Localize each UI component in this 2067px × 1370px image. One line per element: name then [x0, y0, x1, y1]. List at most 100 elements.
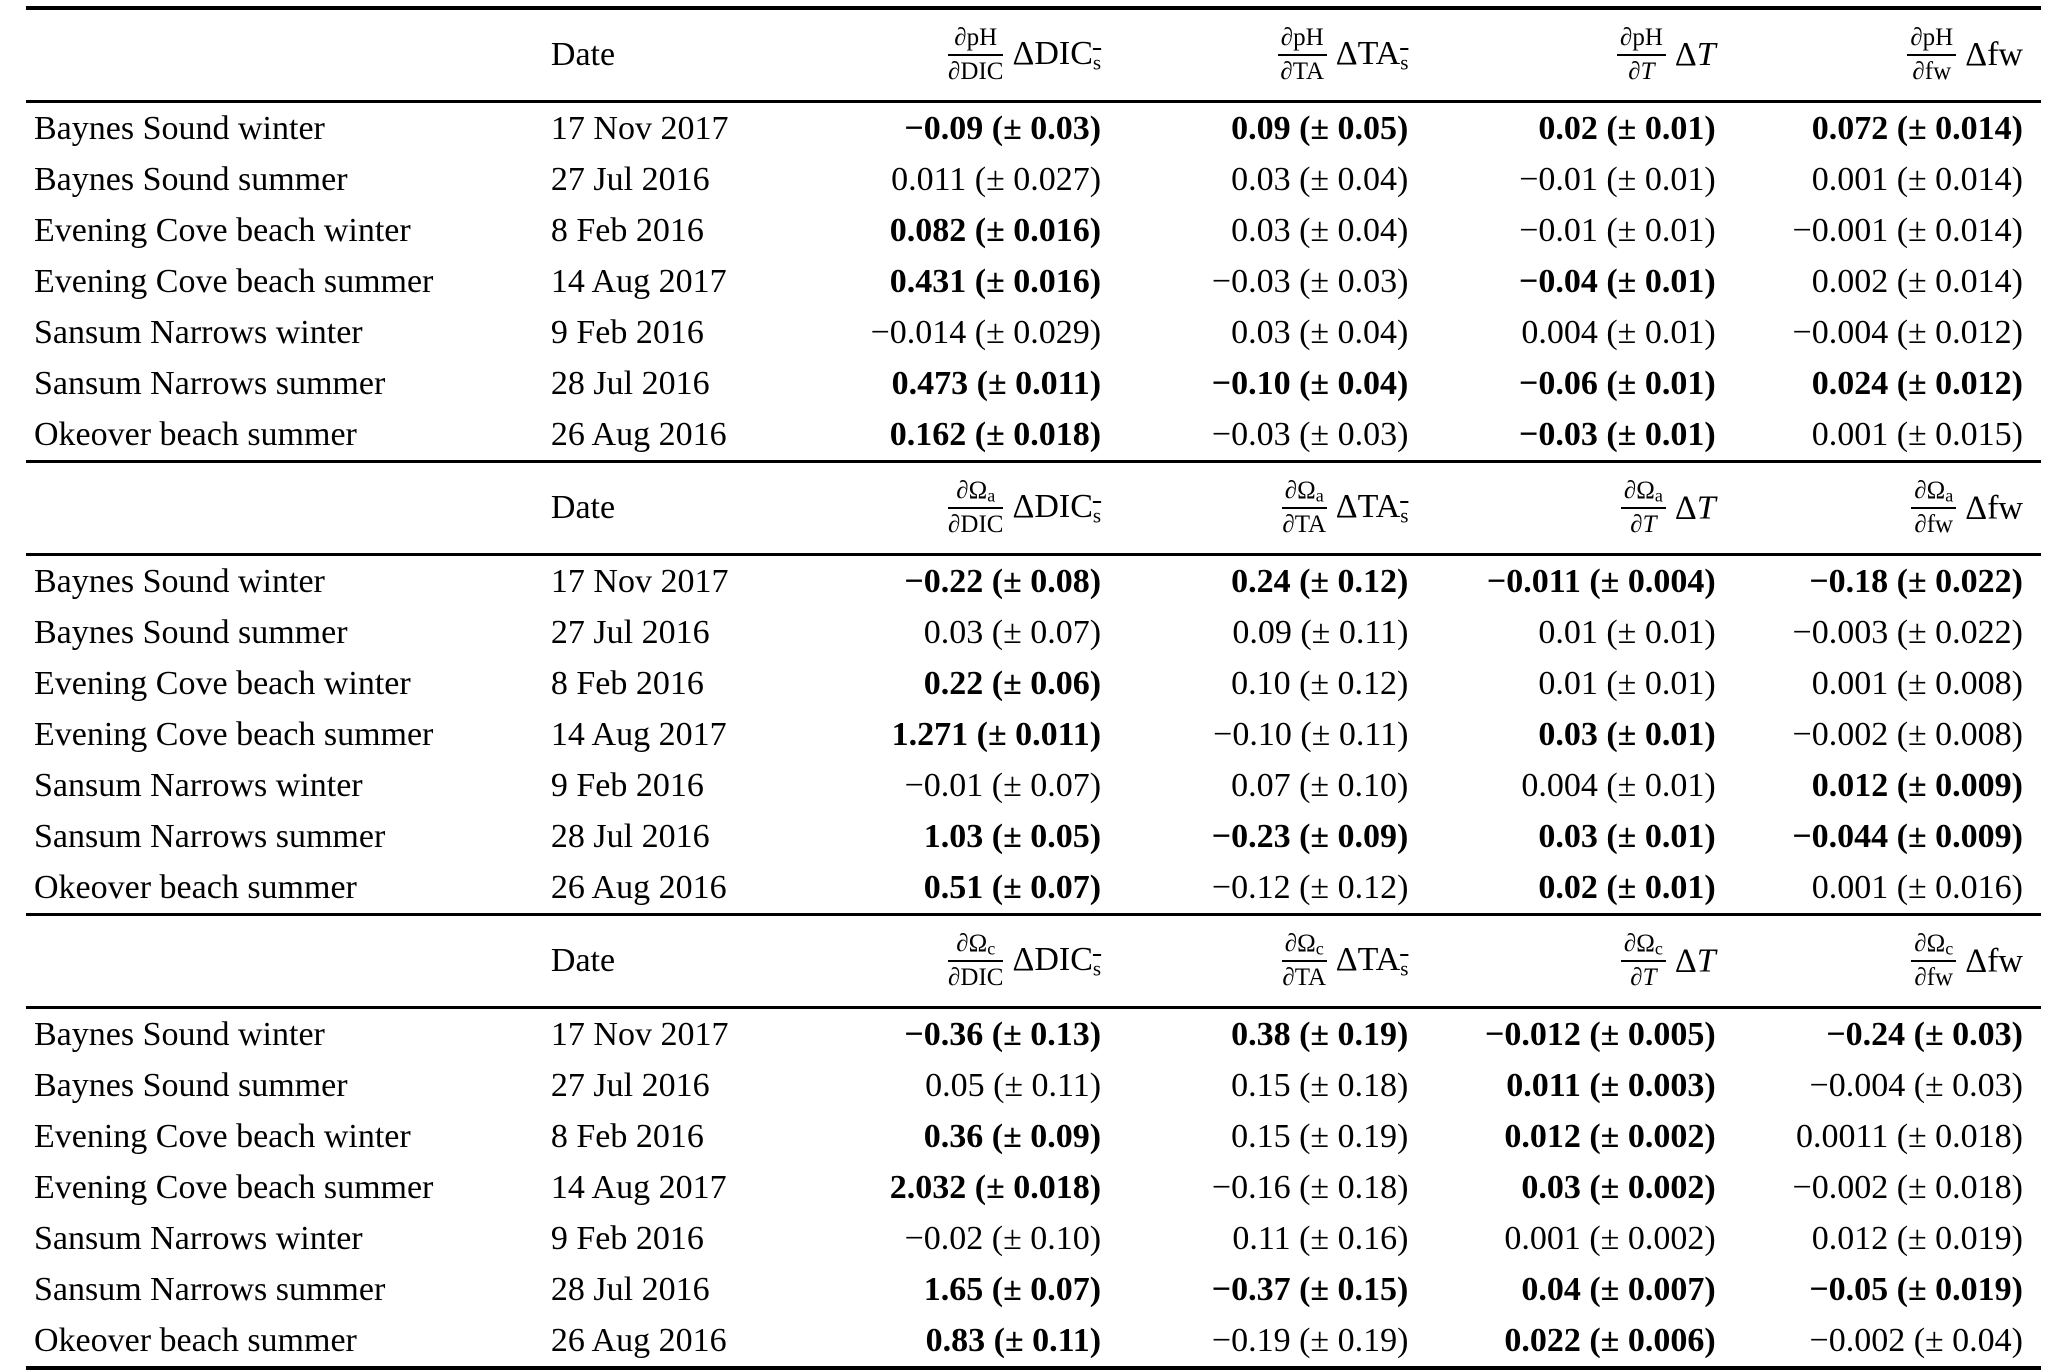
date-value: 9 Feb 2016 [550, 766, 704, 804]
value-cell: 1.271 (± 0.011) [891, 715, 1102, 753]
date-value: 27 Jul 2016 [550, 160, 710, 198]
derivative-expression: ∂Ωa ∂T ΔT [1620, 476, 1716, 540]
sensitivity-table: Date ∂Ωa ∂DIC ΔDICs ∂Ωa ∂TA ΔTAs ∂Ωa ∂T ΔT ∂Ωa… [26, 460, 2041, 913]
value-cell: −0.011 (± 0.004) [1486, 562, 1716, 600]
derivative-expression: ∂pH ∂TA ΔTAs [1277, 24, 1409, 86]
site-label: Baynes Sound winter [34, 109, 325, 147]
site-label: Okeover beach summer [34, 868, 357, 906]
delta-symbol: Δ [1674, 489, 1697, 526]
fraction-denominator: ∂TA [1282, 962, 1327, 992]
date-value: 26 Aug 2016 [550, 415, 727, 453]
delta-variable: fw [1987, 36, 2023, 73]
derivative-column-header: ∂Ωa ∂DIC ΔDICs [812, 462, 1119, 555]
partial-symbol: ∂ [948, 58, 961, 85]
delta-symbol: Δ [1012, 487, 1035, 525]
fraction-numerator: ∂Ωa [948, 476, 1004, 510]
delta-variable: DIC [1034, 487, 1093, 525]
partial-symbol: ∂ [1914, 964, 1927, 992]
value-cell: 0.01 (± 0.01) [1538, 664, 1716, 702]
delta-symbol: Δ [1965, 36, 1988, 73]
delta-term: Δfw [1965, 36, 2023, 73]
value-cell: 0.0011 (± 0.018) [1795, 1117, 2023, 1155]
partial-symbol: ∂ [948, 511, 961, 539]
table-row: Evening Cove beach winter 8 Feb 2016 0.0… [26, 205, 2041, 256]
partial-symbol: ∂ [1630, 511, 1643, 539]
table-row: Baynes Sound winter 17 Nov 2017 −0.09 (±… [26, 102, 2041, 155]
table-row: Baynes Sound summer 27 Jul 2016 0.05 (± … [26, 1060, 2041, 1111]
value-cell: −0.012 (± 0.005) [1484, 1015, 1716, 1053]
value-cell: 0.03 (± 0.01) [1538, 715, 1716, 753]
derivative-expression: ∂pH ∂T ΔT [1616, 24, 1716, 86]
value-cell: −0.004 (± 0.012) [1792, 313, 2023, 351]
value-cell: −0.06 (± 0.01) [1518, 364, 1716, 402]
value-cell: −0.02 (± 0.10) [904, 1219, 1102, 1257]
value-cell: −0.12 (± 0.12) [1211, 868, 1409, 906]
delta-term: ΔDICs [1012, 35, 1101, 74]
partial-symbol: ∂ [1914, 511, 1927, 539]
value-cell: 0.03 (± 0.04) [1231, 160, 1409, 198]
delta-term: ΔTAs [1336, 488, 1409, 527]
value-cell: 0.022 (± 0.006) [1504, 1321, 1716, 1359]
numerator-variable: Ω [968, 929, 988, 957]
site-label: Okeover beach summer [34, 415, 357, 453]
date-column-header: Date [550, 942, 616, 979]
value-cell: 0.002 (± 0.014) [1811, 262, 2023, 300]
derivative-column-header: ∂Ωc ∂T ΔT [1426, 915, 1733, 1008]
value-cell: 0.15 (± 0.19) [1231, 1117, 1409, 1155]
partial-symbol: ∂ [1623, 929, 1637, 957]
value-cell: 0.07 (± 0.10) [1231, 766, 1409, 804]
delta-term: ΔTAs [1336, 35, 1409, 74]
site-label: Baynes Sound winter [34, 1015, 325, 1053]
site-label: Baynes Sound summer [34, 1066, 348, 1104]
value-cell: 0.36 (± 0.09) [923, 1117, 1102, 1155]
site-label: Evening Cove beach winter [34, 211, 411, 249]
empty-corner-header [26, 8, 550, 102]
delta-term: ΔT [1675, 942, 1716, 979]
table-row: Baynes Sound winter 17 Nov 2017 −0.22 (±… [26, 555, 2041, 608]
site-label: Sansum Narrows summer [34, 1270, 386, 1308]
partial-symbol: ∂ [1623, 476, 1637, 504]
fraction-numerator: ∂pH [1616, 24, 1666, 56]
date-value: 14 Aug 2017 [550, 262, 727, 300]
derivative-column-header: ∂Ωa ∂T ΔT [1426, 462, 1733, 555]
fraction-denominator: ∂DIC [948, 509, 1003, 539]
value-cell: 0.001 (± 0.016) [1811, 868, 2023, 906]
denominator-variable: DIC [960, 964, 1004, 992]
partial-symbol: ∂ [956, 476, 969, 504]
value-cell: −0.10 (± 0.11) [1213, 715, 1409, 753]
numerator-subscript: a [1654, 485, 1663, 506]
empty-corner-header [26, 915, 550, 1008]
partial-symbol: ∂ [1912, 58, 1925, 85]
date-value: 27 Jul 2016 [550, 613, 710, 651]
fraction-denominator: ∂T [1621, 509, 1666, 539]
fraction-numerator: ∂Ωc [948, 929, 1004, 963]
delta-symbol: Δ [1335, 940, 1358, 978]
date-value: 26 Aug 2016 [550, 868, 727, 906]
table-row: Okeover beach summer 26 Aug 2016 0.162 (… [26, 409, 2041, 460]
value-cell: −0.04 (± 0.01) [1518, 262, 1716, 300]
value-cell: 0.011 (± 0.027) [891, 160, 1102, 198]
value-cell: 0.011 (± 0.003) [1506, 1066, 1716, 1104]
value-cell: −0.002 (± 0.008) [1792, 715, 2023, 753]
results-tables: Date ∂pH ∂DIC ΔDICs ∂pH ∂TA ΔTAs ∂pH ∂T ΔT ∂pH… [26, 6, 2041, 1370]
date-value: 8 Feb 2016 [550, 664, 704, 702]
delta-term: ΔTAs [1335, 940, 1409, 980]
site-label: Sansum Narrows winter [34, 766, 363, 804]
value-cell: −0.16 (± 0.18) [1211, 1168, 1409, 1206]
delta-term: ΔT [1675, 489, 1716, 526]
table-body: Baynes Sound winter 17 Nov 2017 −0.22 (±… [26, 555, 2041, 914]
value-cell: 1.65 (± 0.07) [923, 1270, 1102, 1308]
fraction-numerator: ∂pH [948, 24, 1004, 56]
value-cell: −0.23 (± 0.09) [1211, 817, 1409, 855]
delta-variable: fw [1987, 942, 2023, 979]
delta-variable: T [1696, 489, 1716, 526]
derivative-expression: ∂Ωc ∂DIC ΔDICs [948, 930, 1101, 993]
delta-symbol: Δ [1965, 489, 1988, 526]
fraction-denominator: ∂fw [1911, 509, 1956, 539]
date-value: 17 Nov 2017 [550, 109, 729, 147]
derivative-column-header: ∂pH ∂T ΔT [1426, 8, 1733, 102]
site-label: Sansum Narrows summer [34, 364, 386, 402]
value-cell: 0.03 (± 0.04) [1231, 313, 1409, 351]
date-value: 9 Feb 2016 [550, 313, 704, 351]
fraction-numerator: ∂Ωa [1620, 476, 1666, 510]
